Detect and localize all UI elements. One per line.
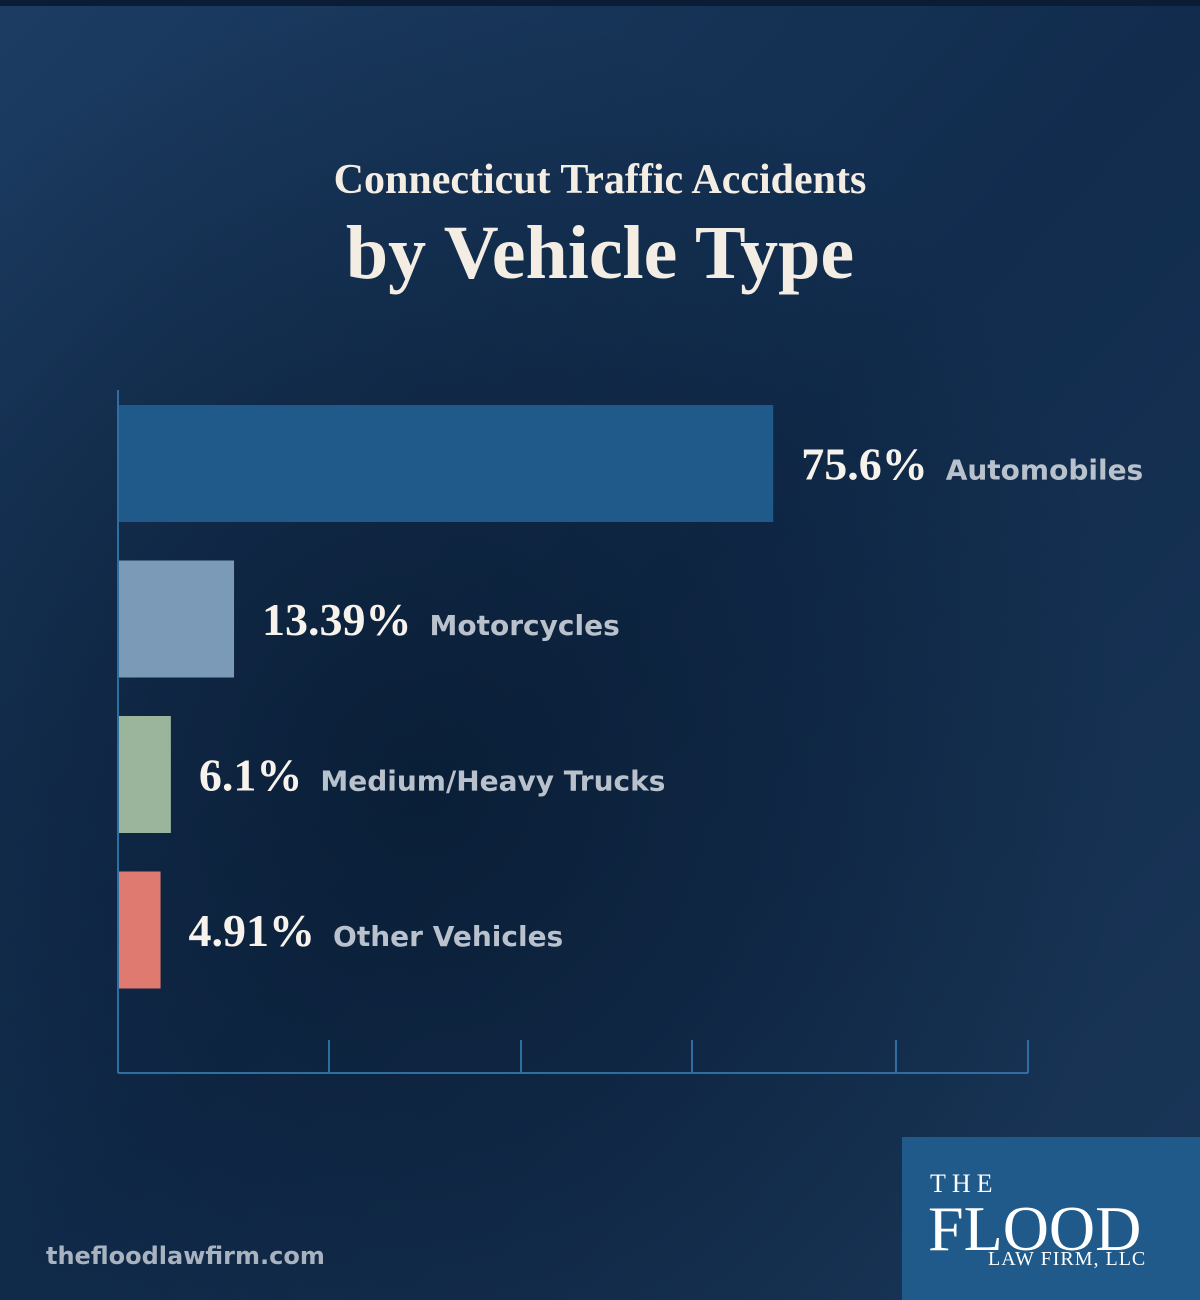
- top-strip: [0, 0, 1200, 6]
- category-label: Other Vehicles: [333, 920, 563, 953]
- logo-firm: LAW FIRM, LLC: [988, 1248, 1146, 1270]
- logo-flood: FLOOD: [928, 1193, 1141, 1264]
- bar-label: 13.39% Motorcycles: [262, 594, 620, 645]
- bar-label: 6.1% Medium/Heavy Trucks: [199, 750, 666, 801]
- value-label: 13.39%: [262, 594, 412, 645]
- chart-subtitle: by Vehicle Type: [346, 211, 854, 295]
- value-label: 6.1%: [199, 750, 303, 801]
- category-label: Automobiles: [946, 454, 1144, 487]
- website: thefloodlawfirm.com: [46, 1242, 325, 1270]
- category-label: Medium/Heavy Trucks: [320, 765, 665, 798]
- bar: [118, 716, 171, 833]
- category-label: Motorcycles: [430, 609, 620, 642]
- axis-ticks: [328, 1040, 1029, 1073]
- value-label: 4.91%: [189, 905, 316, 956]
- value-label: 75.6%: [801, 439, 928, 490]
- bar-label: 75.6% Automobiles: [801, 439, 1143, 490]
- bar: [118, 405, 774, 522]
- chart-title: Connecticut Traffic Accidents: [334, 157, 867, 203]
- plot-area: 75.6% Automobiles 13.39% Motorcycles 6.1% Med…: [118, 405, 1143, 989]
- bar: [118, 560, 235, 678]
- logo-the: THE: [930, 1169, 999, 1198]
- logo-box: [902, 1137, 1200, 1300]
- bar: [118, 871, 161, 989]
- bar-label: 4.91% Other Vehicles: [189, 905, 564, 956]
